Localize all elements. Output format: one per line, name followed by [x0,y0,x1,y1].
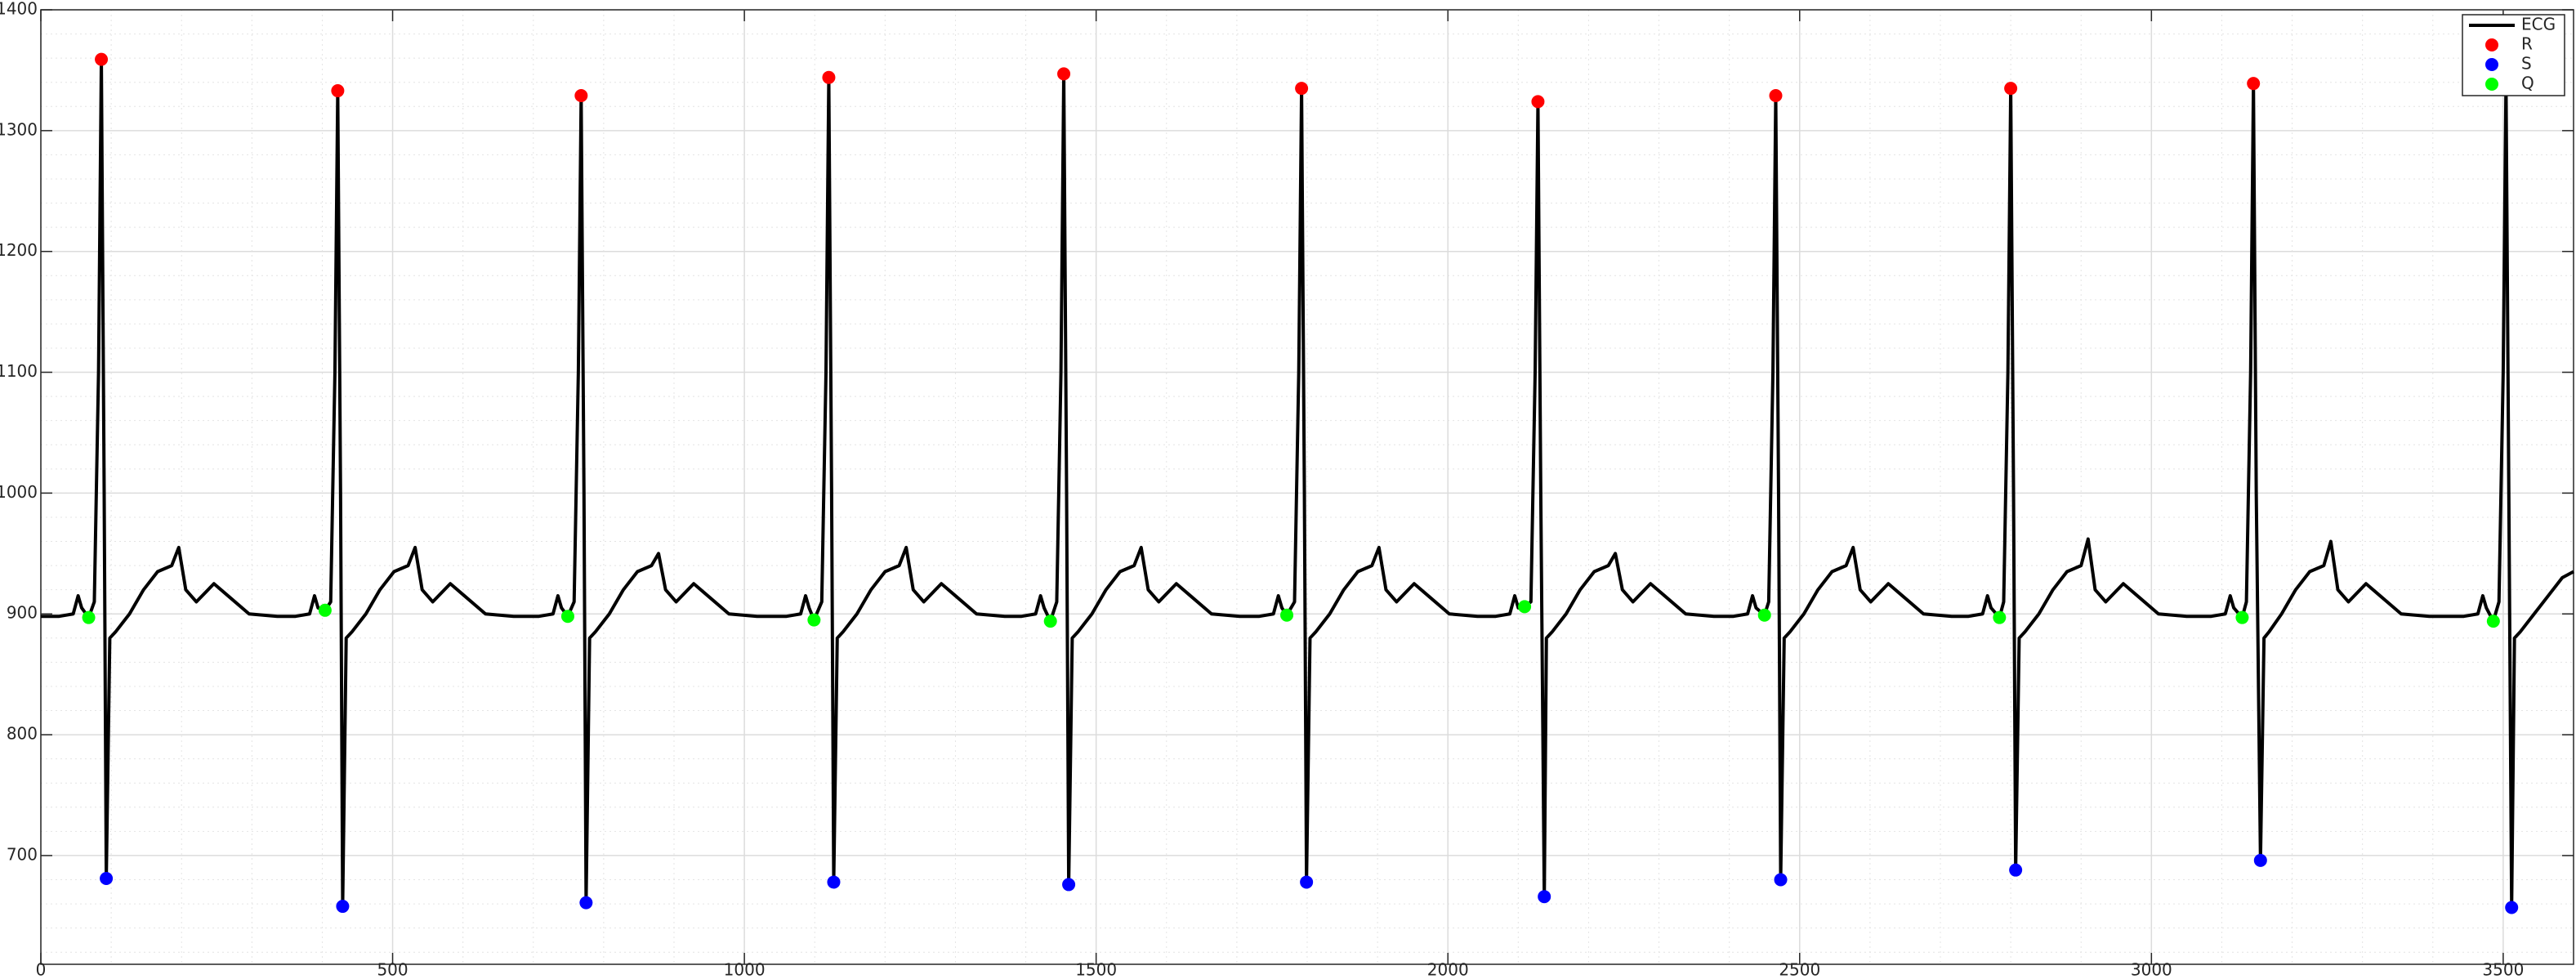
marker [2009,863,2023,877]
x-tick-label: 3000 [2131,960,2172,979]
marker [2505,901,2519,914]
legend-box [2462,14,2565,96]
marker [579,896,593,910]
legend-label: ECG [2521,15,2556,34]
y-tick-label: 1300 [0,119,38,139]
marker [827,875,841,889]
marker [1993,610,2007,624]
marker [336,900,350,914]
marker [1518,600,1532,614]
marker [2235,610,2249,624]
legend-marker [2485,78,2498,91]
x-tick-label: 2000 [1427,960,1469,979]
y-tick-label: 900 [7,603,38,623]
y-tick-label: 1100 [0,361,38,381]
y-tick-label: 800 [7,724,38,744]
marker [822,70,836,84]
legend-label: R [2521,34,2533,54]
legend-marker [2485,58,2498,71]
x-tick-label: 500 [377,960,408,979]
x-tick-label: 2500 [1779,960,1820,979]
marker [1300,875,1314,889]
marker [1062,878,1076,892]
marker [1531,95,1545,109]
marker [95,52,109,66]
marker [100,872,114,886]
x-tick-label: 1000 [724,960,766,979]
y-tick-label: 1400 [0,0,38,19]
marker [807,613,821,627]
x-tick-label: 3500 [2482,960,2524,979]
marker [331,84,345,98]
marker [1774,873,1788,887]
marker [1057,67,1071,81]
x-tick-label: 1500 [1075,960,1117,979]
y-tick-label: 1000 [0,482,38,502]
y-tick-label: 700 [7,844,38,864]
marker [2486,615,2500,628]
legend-label: Q [2521,74,2534,93]
marker [2247,77,2261,91]
marker [2253,853,2267,867]
marker [1757,608,1771,622]
marker [1043,615,1057,628]
legend-label: S [2521,54,2532,74]
marker [318,603,332,617]
marker [574,88,588,102]
marker [2004,82,2018,96]
marker [1295,82,1309,96]
marker [1280,608,1294,622]
marker [560,610,574,624]
axes-box [40,9,2574,965]
marker [1769,88,1783,102]
marker [82,610,96,624]
marker [1538,890,1551,904]
legend-marker [2485,38,2498,51]
y-tick-label: 1200 [0,240,38,260]
